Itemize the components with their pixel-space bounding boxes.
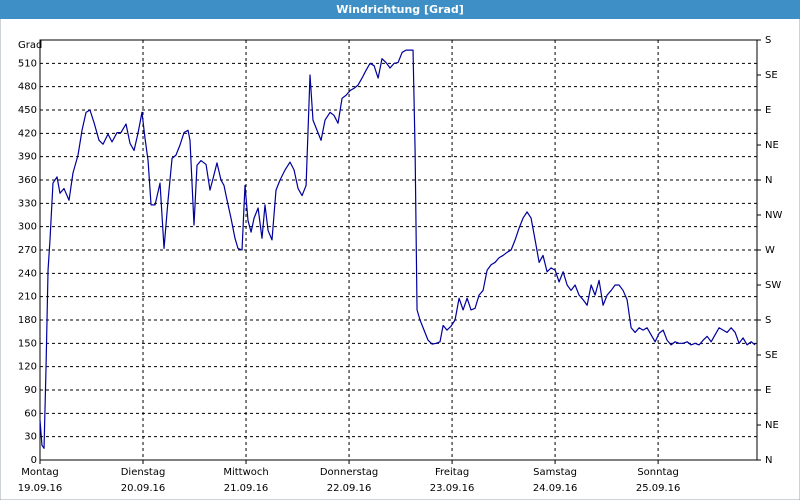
x-tick-label: Sonntag: [637, 467, 679, 478]
x-tick-label: Dienstag: [121, 467, 166, 478]
y2-tick-label: S: [765, 315, 771, 326]
y2-tick-label: S: [765, 35, 771, 46]
x-tick-date: 22.09.16: [327, 483, 372, 494]
y-tick-label: 240: [18, 268, 37, 279]
x-tick-label: Mittwoch: [223, 467, 268, 478]
y2-tick-label: E: [765, 385, 771, 396]
y-tick-label: 180: [18, 315, 37, 326]
y-tick-label: 270: [18, 245, 37, 256]
chart-title: Windrichtung [Grad]: [336, 3, 464, 16]
y-tick-label: 330: [18, 198, 37, 209]
y2-tick-label: SE: [765, 70, 778, 81]
y-tick-label: 480: [18, 82, 37, 93]
x-tick-label: Samstag: [533, 467, 577, 478]
y2-tick-label: NE: [765, 420, 779, 431]
y-tick-label: 360: [18, 175, 37, 186]
x-tick-label: Freitag: [435, 467, 469, 478]
title-bar: [0, 0, 800, 19]
data-line: [39, 49, 756, 449]
y-tick-label: 150: [18, 338, 37, 349]
y-tick-label: 420: [18, 128, 37, 139]
y2-tick-label: N: [765, 175, 772, 186]
y-tick-label: 30: [24, 432, 37, 443]
y2-tick-label: SE: [765, 350, 778, 361]
x-tick-date: 23.09.16: [430, 483, 475, 494]
y2-tick-label: NE: [765, 140, 779, 151]
y-tick-label: 510: [18, 58, 37, 69]
x-tick-date: 19.09.16: [18, 483, 63, 494]
x-tick-date: 20.09.16: [121, 483, 166, 494]
y2-tick-label: W: [765, 245, 775, 256]
y-tick-label: 60: [24, 408, 37, 419]
y-tick-label: 300: [18, 222, 37, 233]
y2-tick-label: NW: [765, 210, 782, 221]
x-tick-date: 21.09.16: [224, 483, 269, 494]
y-tick-label: 210: [18, 292, 37, 303]
x-tick-label: Donnerstag: [320, 467, 378, 478]
x-tick-date: 24.09.16: [533, 483, 578, 494]
x-tick-label: Montag: [21, 467, 58, 478]
y-tick-label: 90: [24, 385, 37, 396]
y2-tick-label: N: [765, 455, 772, 466]
y-tick-label: 390: [18, 152, 37, 163]
y2-tick-label: E: [765, 105, 771, 116]
plot-frame: [39, 39, 758, 461]
y-tick-label: 0: [31, 455, 37, 466]
y-tick-label: 450: [18, 105, 37, 116]
y-axis-label: Grad: [18, 40, 42, 51]
y2-tick-label: SW: [765, 280, 781, 291]
y-tick-label: 120: [18, 362, 37, 373]
x-tick-date: 25.09.16: [636, 483, 681, 494]
